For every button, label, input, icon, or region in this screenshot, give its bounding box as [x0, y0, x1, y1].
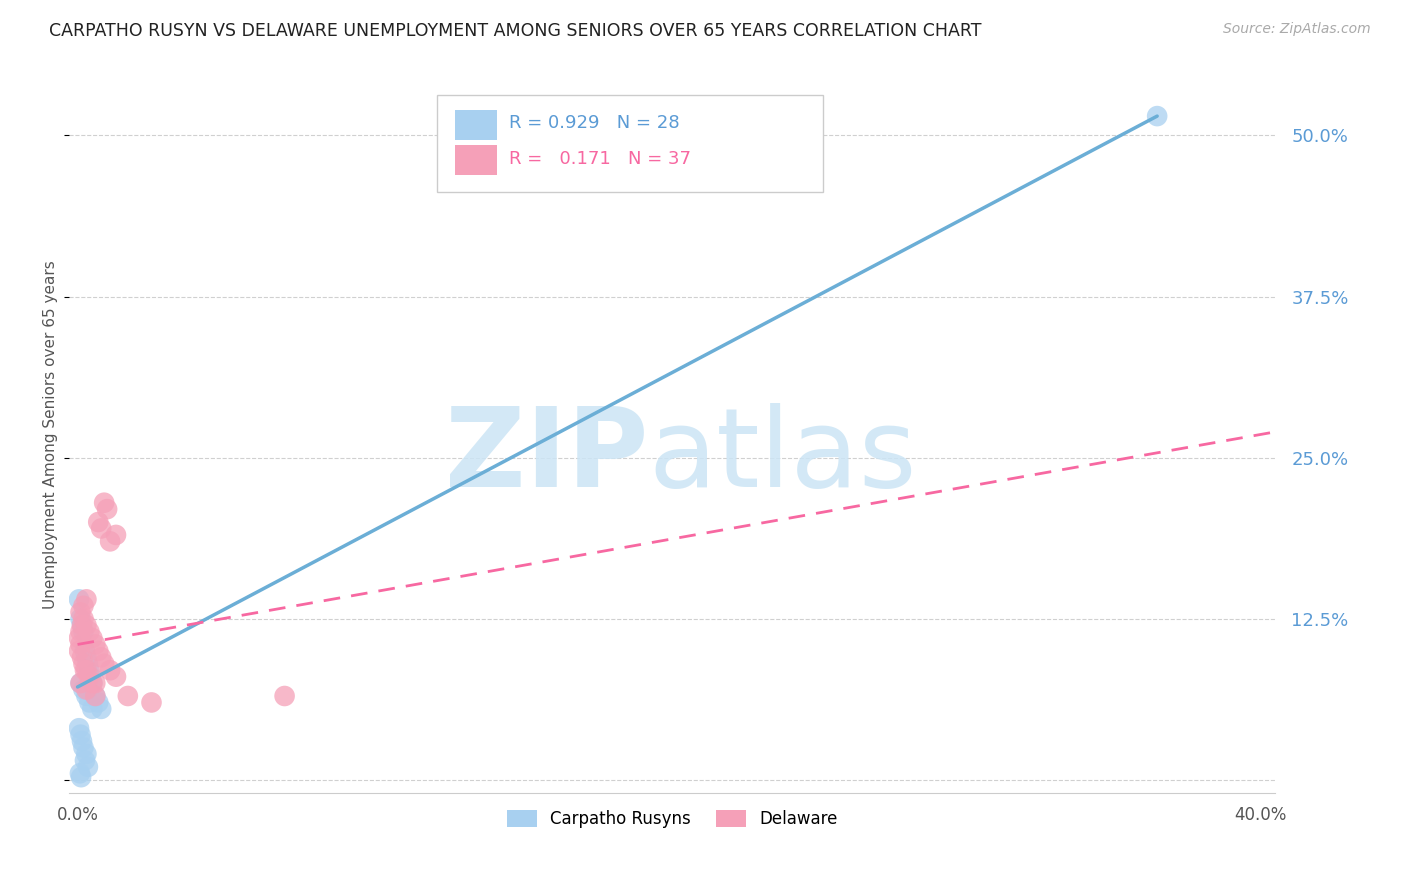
Point: [79, 663, 101, 677]
Point: [79, 695, 101, 709]
Point: [72, 599, 94, 613]
Y-axis label: Unemployment Among Seniors over 65 years: Unemployment Among Seniors over 65 years: [44, 260, 58, 609]
Legend: Carpatho Rusyns, Delaware: Carpatho Rusyns, Delaware: [501, 803, 844, 834]
Text: R =   0.171   N = 37: R = 0.171 N = 37: [509, 150, 692, 168]
Point: [70, 618, 93, 632]
Point: [84, 676, 107, 690]
Point: [87, 515, 110, 529]
Bar: [456, 145, 498, 176]
Point: [84, 689, 107, 703]
Point: [69, 676, 91, 690]
Point: [72, 682, 94, 697]
FancyBboxPatch shape: [437, 95, 823, 192]
Point: [82, 676, 104, 690]
Point: [75, 618, 97, 632]
Point: [87, 644, 110, 658]
Point: [98, 663, 121, 677]
Point: [141, 695, 163, 709]
Point: [70, 734, 93, 748]
Point: [82, 702, 104, 716]
Point: [105, 528, 128, 542]
Point: [73, 663, 96, 677]
Point: [77, 657, 100, 671]
Point: [75, 650, 97, 665]
Point: [90, 702, 112, 716]
Point: [70, 650, 93, 665]
Point: [82, 676, 104, 690]
Point: [84, 637, 107, 651]
Point: [117, 689, 139, 703]
Point: [75, 689, 97, 703]
Point: [75, 663, 97, 677]
Point: [273, 689, 295, 703]
Point: [1146, 109, 1168, 123]
Point: [72, 657, 94, 671]
Point: [93, 657, 115, 671]
Point: [67, 592, 90, 607]
Point: [69, 605, 91, 619]
Point: [96, 502, 118, 516]
Point: [67, 644, 90, 658]
Point: [69, 624, 91, 639]
Point: [73, 644, 96, 658]
Point: [70, 618, 93, 632]
Point: [77, 760, 100, 774]
Text: Source: ZipAtlas.com: Source: ZipAtlas.com: [1223, 22, 1371, 37]
Point: [105, 670, 128, 684]
Point: [67, 631, 90, 645]
Bar: [456, 110, 498, 140]
Point: [69, 766, 91, 780]
Point: [90, 521, 112, 535]
Point: [75, 682, 97, 697]
Point: [73, 754, 96, 768]
Text: ZIP: ZIP: [444, 403, 648, 510]
Point: [75, 747, 97, 761]
Text: CARPATHO RUSYN VS DELAWARE UNEMPLOYMENT AMONG SENIORS OVER 65 YEARS CORRELATION : CARPATHO RUSYN VS DELAWARE UNEMPLOYMENT …: [49, 22, 981, 40]
Point: [79, 624, 101, 639]
Point: [69, 676, 91, 690]
Point: [93, 496, 115, 510]
Point: [70, 770, 93, 784]
Point: [72, 624, 94, 639]
Point: [69, 728, 91, 742]
Point: [69, 612, 91, 626]
Point: [87, 695, 110, 709]
Point: [90, 650, 112, 665]
Point: [67, 721, 90, 735]
Point: [82, 631, 104, 645]
Point: [72, 612, 94, 626]
Point: [80, 670, 103, 684]
Point: [98, 534, 121, 549]
Point: [79, 670, 101, 684]
Point: [75, 592, 97, 607]
Point: [84, 689, 107, 703]
Point: [69, 637, 91, 651]
Point: [72, 740, 94, 755]
Text: atlas: atlas: [648, 403, 917, 510]
Text: R = 0.929   N = 28: R = 0.929 N = 28: [509, 114, 679, 132]
